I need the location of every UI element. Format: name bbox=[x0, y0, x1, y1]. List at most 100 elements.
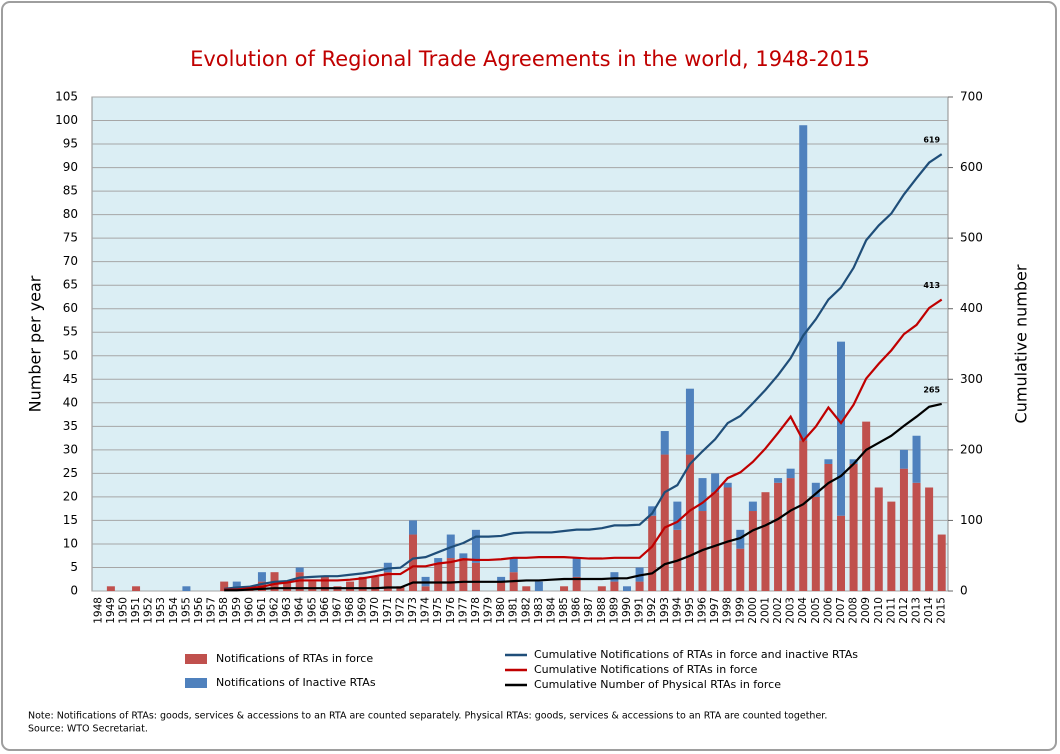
bar bbox=[220, 581, 229, 591]
bar bbox=[232, 581, 241, 591]
y-tick-label: 35 bbox=[63, 419, 78, 433]
data-label: 413 bbox=[923, 281, 940, 290]
bar bbox=[295, 572, 304, 591]
bar bbox=[308, 581, 317, 591]
y2-tick-label: 700 bbox=[960, 90, 983, 104]
x-tick-label: 1975 bbox=[432, 597, 444, 624]
bar bbox=[610, 581, 619, 591]
bar bbox=[887, 501, 896, 591]
x-tick-label: 1948 bbox=[92, 597, 104, 624]
x-tick-label: 1959 bbox=[231, 597, 243, 624]
line bbox=[224, 153, 943, 590]
bar bbox=[182, 586, 191, 591]
bar bbox=[597, 586, 606, 591]
y-tick-label: 30 bbox=[63, 442, 78, 456]
bar bbox=[685, 388, 694, 455]
note: Note: Notifications of RTAs: goods, serv… bbox=[28, 711, 827, 722]
x-tick-label: 2004 bbox=[797, 597, 809, 624]
bar bbox=[799, 440, 808, 591]
bar bbox=[925, 487, 934, 591]
x-tick-label: 1982 bbox=[520, 597, 532, 624]
bar bbox=[106, 586, 115, 591]
y2-tick-label: 100 bbox=[960, 513, 983, 527]
y2-axis-label: Cumulative number bbox=[1012, 264, 1031, 423]
bar bbox=[748, 511, 757, 591]
y2-tick-label: 300 bbox=[960, 372, 983, 386]
x-tick-label: 1973 bbox=[407, 597, 419, 624]
y-tick-label: 15 bbox=[63, 513, 78, 527]
y-tick-label: 60 bbox=[63, 301, 78, 315]
line bbox=[224, 402, 942, 592]
x-tick-label: 1983 bbox=[533, 597, 545, 624]
y2-tick-label: 400 bbox=[960, 301, 983, 315]
x-tick-label: 1977 bbox=[457, 597, 469, 624]
x-tick-label: 2002 bbox=[772, 597, 784, 624]
bar bbox=[295, 567, 304, 573]
bar bbox=[409, 520, 417, 535]
x-tick-label: 1998 bbox=[722, 597, 734, 624]
data-label: 619 bbox=[923, 136, 940, 145]
x-tick-label: 2010 bbox=[873, 597, 885, 624]
x-tick-label: 1992 bbox=[646, 597, 658, 624]
source: Source: WTO Secretariat. bbox=[28, 724, 148, 735]
y2-tick-label: 500 bbox=[960, 231, 983, 245]
x-tick-label: 2013 bbox=[911, 597, 923, 624]
x-tick-label: 1979 bbox=[483, 597, 495, 624]
y-tick-label: 20 bbox=[63, 489, 78, 503]
x-tick-label: 1984 bbox=[545, 597, 557, 624]
y-tick-label: 100 bbox=[55, 113, 78, 127]
y-tick-label: 65 bbox=[63, 278, 78, 292]
bar bbox=[811, 482, 820, 497]
x-tick-label: 1966 bbox=[319, 597, 331, 624]
bar bbox=[522, 586, 531, 591]
bar bbox=[610, 572, 619, 582]
y-tick-label: 85 bbox=[63, 184, 78, 198]
bar bbox=[899, 449, 908, 469]
bar bbox=[711, 473, 720, 493]
bar bbox=[421, 586, 430, 591]
bar bbox=[899, 468, 908, 591]
bar bbox=[383, 572, 392, 591]
bar bbox=[320, 576, 329, 591]
x-tick-label: 2006 bbox=[822, 597, 834, 624]
bar bbox=[434, 558, 443, 563]
legend-label: Notifications of RTAs in force bbox=[216, 652, 373, 665]
x-tick-label: 1994 bbox=[671, 597, 683, 624]
x-tick-label: 1952 bbox=[143, 597, 155, 624]
legend-label: Notifications of Inactive RTAs bbox=[216, 676, 376, 689]
bar bbox=[471, 562, 480, 591]
bar bbox=[811, 496, 820, 591]
bar bbox=[698, 478, 707, 512]
bar bbox=[572, 576, 581, 591]
bar bbox=[736, 529, 745, 549]
bar bbox=[623, 586, 631, 591]
y-tick-label: 95 bbox=[63, 137, 78, 151]
bar bbox=[799, 125, 808, 441]
x-tick-label: 1951 bbox=[130, 597, 142, 624]
x-tick-label: 1961 bbox=[256, 597, 268, 624]
bar bbox=[912, 482, 921, 591]
x-tick-label: 1960 bbox=[243, 597, 255, 624]
x-tick-label: 2014 bbox=[923, 597, 935, 624]
y-tick-label: 0 bbox=[70, 584, 78, 598]
x-tick-label: 1964 bbox=[294, 597, 306, 624]
x-tick-label: 2007 bbox=[835, 597, 847, 624]
bar bbox=[862, 421, 871, 591]
x-tick-label: 1958 bbox=[218, 597, 230, 624]
x-tick-label: 1990 bbox=[621, 597, 633, 624]
bar bbox=[748, 501, 757, 512]
bar bbox=[509, 558, 518, 573]
x-tick-label: 1986 bbox=[571, 597, 583, 624]
x-tick-label: 1974 bbox=[420, 597, 432, 624]
x-tick-label: 1965 bbox=[306, 597, 318, 624]
x-tick-label: 1950 bbox=[117, 597, 129, 624]
y2-tick-label: 600 bbox=[960, 160, 983, 174]
x-tick-label: 1999 bbox=[734, 597, 746, 624]
bar bbox=[572, 558, 581, 577]
bar bbox=[660, 431, 669, 455]
x-tick-label: 1991 bbox=[634, 597, 646, 624]
x-tick-label: 1967 bbox=[331, 597, 343, 624]
x-tick-label: 1996 bbox=[697, 597, 709, 624]
legend-label: Cumulative Notifications of RTAs in forc… bbox=[534, 648, 858, 661]
y2-tick-label: 0 bbox=[960, 584, 968, 598]
